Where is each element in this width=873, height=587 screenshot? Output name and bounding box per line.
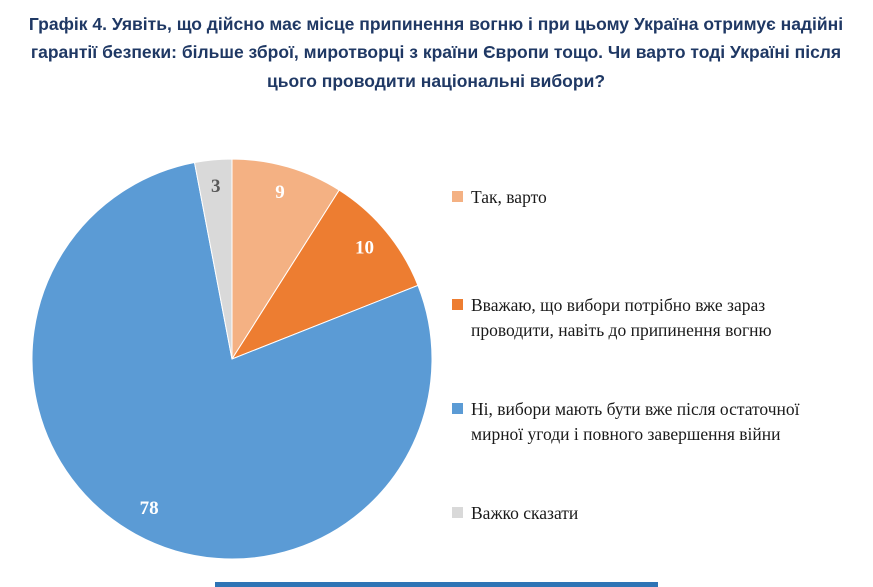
legend-item-2: Ні, вибори мають бути вже після остаточн… [452, 397, 821, 448]
pie-slice-value-2: 78 [140, 498, 159, 519]
legend-label-1: Вважаю, що вибори потрібно вже зараз про… [471, 295, 772, 341]
legend-label-0: Так, варто [471, 187, 547, 207]
pie-slice-value-3: 3 [211, 176, 221, 197]
pie-slice-0 [231, 158, 340, 361]
page-title: Графік 4. Уявіть, що дійсно має місце пр… [28, 14, 844, 91]
legend-swatch-3 [452, 507, 463, 518]
pie-slice-value-0: 9 [275, 182, 285, 203]
pie-chart: 9 10 78 3 [31, 158, 433, 560]
legend-item-1: Вважаю, що вибори потрібно вже зараз про… [452, 293, 821, 344]
legend: Так, варто Вважаю, що вибори потрібно вже… [452, 185, 857, 545]
pie-slice-3 [193, 158, 233, 360]
pie-slice-1 [230, 189, 419, 361]
legend-swatch-1 [452, 299, 463, 310]
pie-slice-2 [31, 161, 433, 560]
legend-swatch-2 [452, 403, 463, 414]
legend-item-0: Так, варто [452, 185, 821, 210]
pie-slice-value-1: 10 [355, 238, 374, 259]
legend-swatch-0 [452, 191, 463, 202]
legend-label-2: Ні, вибори мають бути вже після остаточн… [471, 399, 800, 445]
legend-item-3: Важко сказати [452, 501, 821, 526]
legend-label-3: Важко сказати [471, 503, 579, 523]
footer-rule [215, 582, 658, 587]
